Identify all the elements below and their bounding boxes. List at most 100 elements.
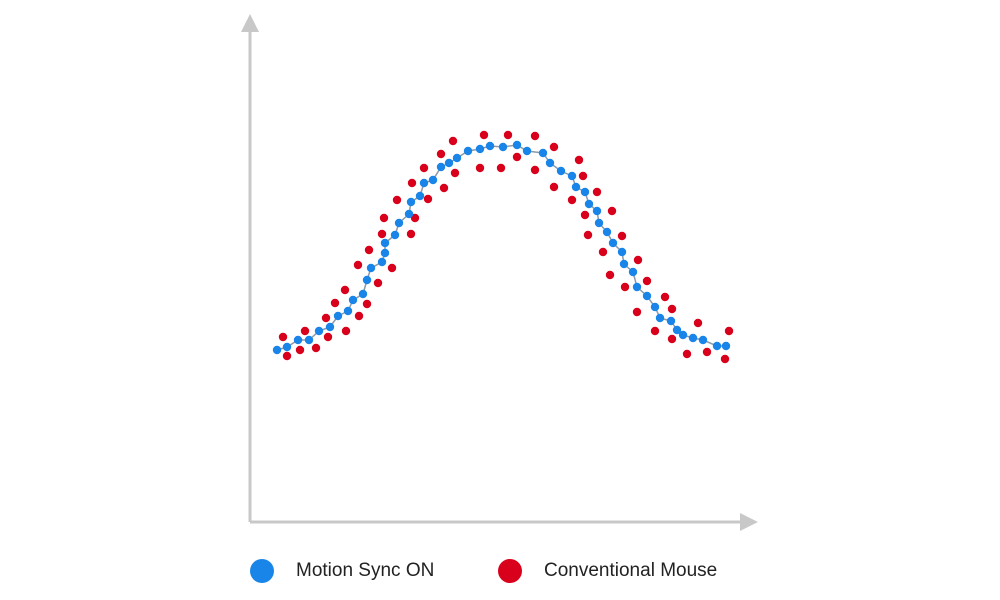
data-point [498, 142, 508, 152]
data-point [619, 259, 629, 269]
y-axis-arrow [241, 14, 259, 32]
data-point [530, 131, 540, 141]
data-point [594, 218, 604, 228]
data-point [436, 149, 446, 159]
legend-swatch-blue [250, 559, 274, 583]
data-point [362, 275, 372, 285]
data-point [688, 333, 698, 343]
data-point [522, 146, 532, 156]
data-point [353, 260, 363, 270]
data-point [512, 152, 522, 162]
data-point [617, 231, 627, 241]
data-point [463, 146, 473, 156]
data-point [282, 351, 292, 361]
data-point [607, 206, 617, 216]
data-point [407, 178, 417, 188]
data-point [348, 295, 358, 305]
data-point [314, 326, 324, 336]
data-point [721, 341, 731, 351]
legend-label: Motion Sync ON [296, 560, 435, 581]
data-point [578, 171, 588, 181]
data-point [377, 257, 387, 267]
data-point [608, 238, 618, 248]
data-point [496, 163, 506, 173]
data-point [278, 332, 288, 342]
data-point [448, 136, 458, 146]
data-point [475, 163, 485, 173]
data-point [724, 326, 734, 336]
data-point [583, 230, 593, 240]
data-point [605, 270, 615, 280]
data-point [362, 299, 372, 309]
legend-label: Conventional Mouse [544, 560, 718, 581]
data-point [415, 191, 425, 201]
data-point [406, 229, 416, 239]
data-point [678, 330, 688, 340]
data-point [512, 140, 522, 150]
data-point [439, 183, 449, 193]
data-point [343, 306, 353, 316]
data-point [530, 165, 540, 175]
data-point [667, 334, 677, 344]
data-point [311, 343, 321, 353]
data-point [293, 335, 303, 345]
data-point [667, 304, 677, 314]
data-point [394, 218, 404, 228]
data-point [452, 153, 462, 163]
data-point [545, 158, 555, 168]
data-point [450, 168, 460, 178]
data-point [340, 285, 350, 295]
data-point [642, 276, 652, 286]
data-point [300, 326, 310, 336]
data-point [584, 199, 594, 209]
data-point [428, 175, 438, 185]
data-point [330, 298, 340, 308]
data-point [698, 335, 708, 345]
data-point [475, 144, 485, 154]
data-point [702, 347, 712, 357]
data-point [479, 130, 489, 140]
data-point [341, 326, 351, 336]
data-point [503, 130, 513, 140]
data-point [672, 325, 682, 335]
data-point [358, 289, 368, 299]
data-point [404, 209, 414, 219]
data-point [366, 263, 376, 273]
data-point [682, 349, 692, 359]
data-point [602, 227, 612, 237]
data-point [628, 267, 638, 277]
legend-swatch-red [498, 559, 522, 583]
data-point [325, 322, 335, 332]
legend-item-motion-sync: Motion Sync ON [250, 556, 434, 586]
data-point [592, 187, 602, 197]
data-point [567, 195, 577, 205]
data-point [632, 307, 642, 317]
data-point [650, 326, 660, 336]
data-point [655, 313, 665, 323]
data-point [720, 354, 730, 364]
data-point [485, 141, 495, 151]
data-point [321, 313, 331, 323]
data-point [444, 158, 454, 168]
data-point [549, 142, 559, 152]
data-point [392, 195, 402, 205]
data-point [379, 213, 389, 223]
data-point [390, 230, 400, 240]
data-point [282, 342, 292, 352]
x-axis-arrow [740, 513, 758, 531]
data-point [410, 213, 420, 223]
data-point [423, 194, 433, 204]
data-point [304, 335, 314, 345]
data-point [380, 238, 390, 248]
data-point [373, 278, 383, 288]
data-point [642, 291, 652, 301]
data-point [580, 187, 590, 197]
data-point [650, 302, 660, 312]
data-point [549, 182, 559, 192]
data-point [666, 316, 676, 326]
data-point [377, 229, 387, 239]
data-point [380, 248, 390, 258]
data-point [406, 197, 416, 207]
data-point [419, 163, 429, 173]
